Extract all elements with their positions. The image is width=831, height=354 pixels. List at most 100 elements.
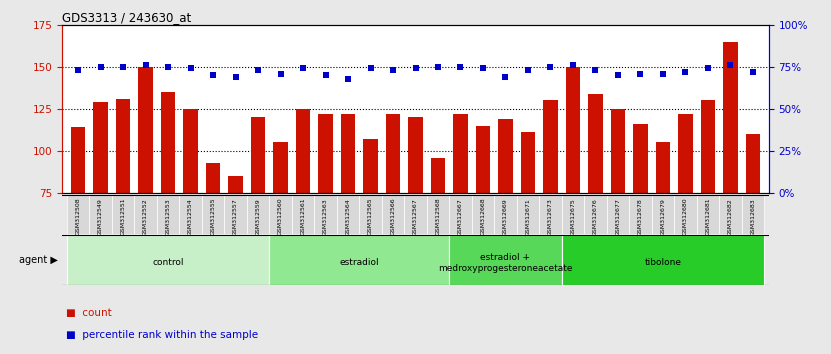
Bar	[539, 195, 562, 234]
Bar	[701, 101, 715, 319]
Bar	[224, 195, 247, 234]
Bar	[112, 195, 135, 234]
Bar	[247, 195, 269, 234]
Bar	[450, 235, 562, 285]
Bar	[71, 127, 86, 319]
Bar	[296, 109, 310, 319]
Text: GSM312677: GSM312677	[616, 198, 621, 236]
Bar	[450, 195, 472, 234]
Point	[454, 64, 467, 70]
Point	[139, 62, 152, 68]
Point	[543, 64, 557, 70]
Text: GSM312682: GSM312682	[728, 198, 733, 236]
Text: GSM312676: GSM312676	[593, 198, 598, 236]
Bar	[89, 195, 112, 234]
Bar	[202, 195, 224, 234]
Bar	[404, 195, 427, 234]
Point	[724, 62, 737, 68]
Point	[184, 65, 197, 71]
Text: GSM312563: GSM312563	[323, 198, 328, 236]
Text: control: control	[152, 258, 184, 267]
Text: GSM312559: GSM312559	[256, 198, 261, 236]
Bar	[363, 139, 378, 319]
Point	[364, 65, 377, 71]
Bar	[157, 195, 179, 234]
Bar	[359, 195, 381, 234]
Bar	[314, 195, 337, 234]
Point	[161, 64, 175, 70]
Text: GSM312568: GSM312568	[435, 198, 440, 235]
Point	[297, 65, 310, 71]
Bar	[135, 195, 157, 234]
Bar	[584, 195, 607, 234]
Bar	[498, 119, 513, 319]
Text: GSM312552: GSM312552	[143, 198, 148, 236]
Text: estradiol +
medroxyprogesteroneacetate: estradiol + medroxyprogesteroneacetate	[438, 253, 573, 273]
Bar	[179, 195, 202, 234]
Bar	[427, 195, 450, 234]
Bar	[566, 67, 580, 319]
Point	[431, 64, 445, 70]
Bar	[611, 109, 625, 319]
Text: estradiol: estradiol	[339, 258, 379, 267]
Bar	[745, 134, 760, 319]
Bar	[138, 67, 153, 319]
Bar	[269, 195, 292, 234]
Text: GSM312555: GSM312555	[210, 198, 215, 235]
Bar	[562, 195, 584, 234]
Text: GSM312508: GSM312508	[76, 198, 81, 235]
Point	[252, 67, 265, 73]
Bar	[543, 101, 558, 319]
Text: GSM312554: GSM312554	[188, 198, 193, 236]
Bar	[184, 109, 198, 319]
Point	[94, 64, 107, 70]
Text: GSM312678: GSM312678	[638, 198, 643, 236]
Text: GSM312561: GSM312561	[301, 198, 306, 235]
Text: ■  percentile rank within the sample: ■ percentile rank within the sample	[66, 330, 258, 339]
Bar	[453, 114, 468, 319]
Point	[229, 74, 242, 80]
Text: GSM312683: GSM312683	[750, 198, 755, 236]
Bar	[430, 158, 445, 319]
Bar	[656, 143, 671, 319]
Bar	[381, 195, 404, 234]
Text: GSM312668: GSM312668	[480, 198, 485, 235]
Bar	[229, 176, 243, 319]
Point	[634, 71, 647, 76]
Bar	[723, 41, 738, 319]
Bar	[66, 235, 269, 285]
Text: ■  count: ■ count	[66, 308, 112, 318]
Point	[499, 74, 512, 80]
Text: GSM312560: GSM312560	[278, 198, 283, 235]
Bar	[206, 163, 220, 319]
Bar	[633, 124, 647, 319]
Text: agent ▶: agent ▶	[19, 255, 58, 265]
Point	[274, 71, 288, 76]
Text: GSM312553: GSM312553	[165, 198, 170, 236]
Text: GSM312549: GSM312549	[98, 198, 103, 236]
Bar	[408, 117, 423, 319]
Text: GSM312669: GSM312669	[503, 198, 508, 236]
Point	[521, 67, 534, 73]
Text: GSM312667: GSM312667	[458, 198, 463, 236]
Text: tibolone: tibolone	[645, 258, 681, 267]
Bar	[652, 195, 674, 234]
Bar	[678, 114, 693, 319]
Point	[746, 69, 760, 75]
Point	[566, 62, 579, 68]
Bar	[160, 92, 175, 319]
Point	[612, 72, 625, 78]
Point	[476, 65, 489, 71]
Bar	[269, 235, 450, 285]
Bar	[742, 195, 765, 234]
Text: GSM312566: GSM312566	[391, 198, 396, 235]
Bar	[696, 195, 719, 234]
Text: GSM312680: GSM312680	[683, 198, 688, 235]
Bar	[318, 114, 333, 319]
Point	[116, 64, 130, 70]
Bar	[337, 195, 359, 234]
Bar	[588, 94, 602, 319]
Point	[409, 65, 422, 71]
Bar	[292, 195, 314, 234]
Bar	[66, 195, 89, 234]
